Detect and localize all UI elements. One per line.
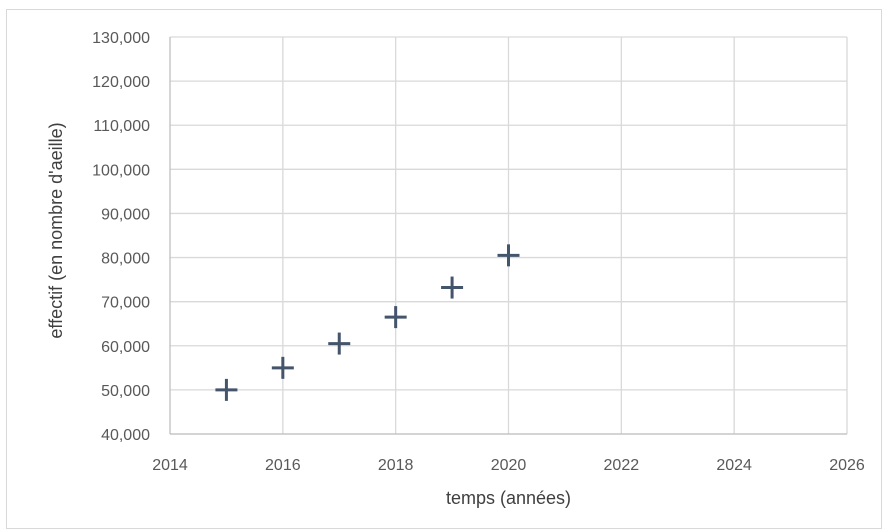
y-tick-label: 120,000 — [92, 74, 150, 91]
data-points — [215, 244, 520, 401]
x-tick-label: 2014 — [152, 457, 188, 474]
axis-layer — [169, 37, 847, 435]
x-axis-title: temps (années) — [446, 488, 571, 508]
y-tick-label: 100,000 — [92, 162, 150, 179]
data-point — [215, 378, 238, 401]
y-tick-label: 40,000 — [101, 427, 150, 444]
chart-frame — [6, 9, 882, 529]
x-tick-label: 2020 — [491, 457, 527, 474]
x-tick-label: 2016 — [265, 457, 301, 474]
y-tick-label: 90,000 — [101, 206, 150, 223]
data-point — [497, 244, 520, 267]
y-tick-label: 50,000 — [101, 383, 150, 400]
y-tick-label: 110,000 — [93, 118, 150, 135]
data-point — [441, 276, 464, 299]
x-tick-label: 2024 — [716, 457, 752, 474]
data-point — [328, 332, 351, 355]
grid-layer — [170, 36, 848, 435]
y-tick-label: 70,000 — [101, 295, 150, 312]
y-axis-title: effectif (en nombre d'aeille) — [46, 122, 66, 338]
x-tick-label: 2022 — [604, 457, 640, 474]
y-tick-label: 80,000 — [101, 251, 150, 268]
x-tick-label: 2018 — [378, 457, 414, 474]
data-point — [384, 306, 407, 329]
data-point — [271, 356, 294, 379]
scatter-chart: 40,000 50,000 60,000 70,000 80,000 90,000 100,… — [46, 30, 865, 508]
y-tick-label: 130,000 — [92, 30, 150, 47]
x-tick-label: 2026 — [829, 457, 865, 474]
y-tick-label: 60,000 — [101, 339, 150, 356]
tick-labels: 40,000 50,000 60,000 70,000 80,000 90,000 100,… — [92, 30, 865, 474]
